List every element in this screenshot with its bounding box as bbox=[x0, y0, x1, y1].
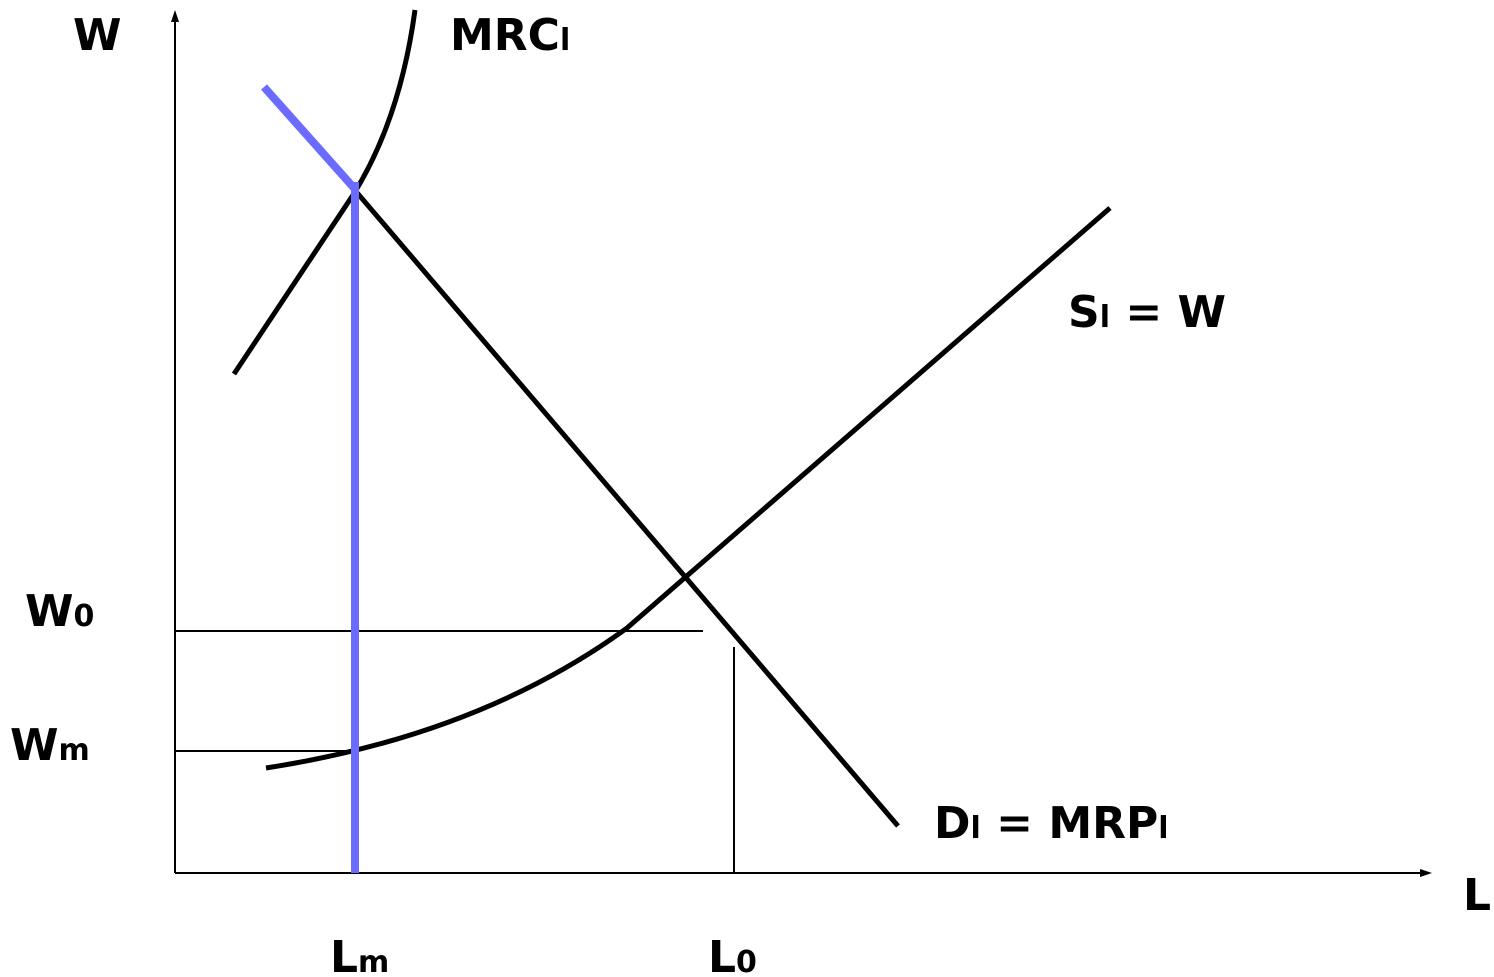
mrc-curve bbox=[231, 9, 418, 376]
supply-curve bbox=[265, 206, 1112, 771]
x-axis-label: L bbox=[1463, 870, 1491, 921]
y-axis-arrowhead bbox=[171, 10, 179, 22]
monopsony-demand-segment bbox=[261, 84, 357, 191]
l0-label: L0 bbox=[708, 932, 757, 977]
y-axis-label: W bbox=[73, 10, 122, 61]
lm-label: Lm bbox=[330, 932, 389, 977]
demand-curve bbox=[351, 186, 900, 828]
x-axis-arrowhead bbox=[1420, 869, 1432, 877]
mrc-label: MRCl bbox=[450, 10, 570, 61]
demand-label: Dl = MRPl bbox=[934, 798, 1169, 849]
wm-label: Wm bbox=[10, 720, 90, 771]
supply-label: Sl = W bbox=[1068, 287, 1226, 338]
w0-label: W0 bbox=[25, 586, 94, 637]
